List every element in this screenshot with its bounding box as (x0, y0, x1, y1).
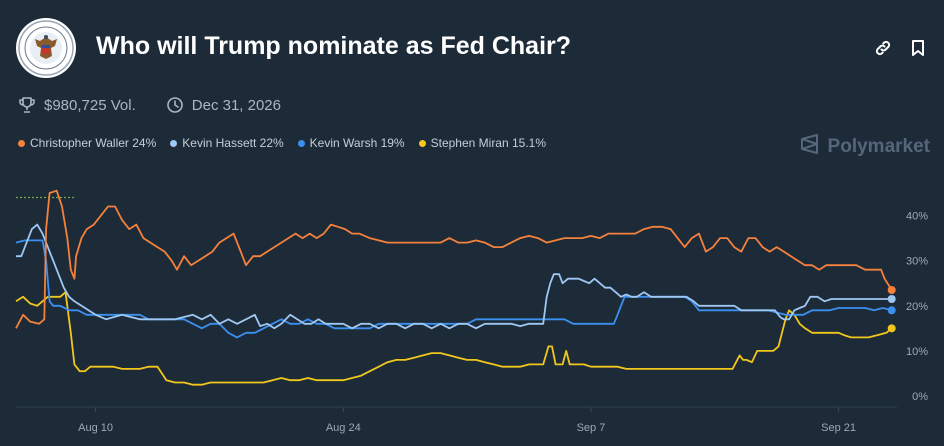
legend-color-dot (170, 139, 178, 147)
legend-item: Christopher Waller 24% (18, 136, 156, 150)
market-header: Who will Trump nominate as Fed Chair? (16, 18, 928, 80)
y-tick-label: 20% (906, 301, 928, 313)
y-tick-label: 10% (906, 346, 928, 358)
series-line (15, 291, 893, 386)
volume-text: $980,725 Vol. (44, 96, 136, 114)
x-tick-label: Sep 7 (577, 422, 606, 434)
x-tick-label: Sep 21 (821, 422, 856, 434)
legend-color-dot (297, 139, 305, 147)
end-date-text: Dec 31, 2026 (191, 96, 281, 114)
series-end-point (887, 295, 896, 304)
series-end-point (887, 285, 896, 294)
polymarket-brand: Polymarket (799, 133, 930, 161)
series-line (16, 223, 892, 330)
series-line (15, 239, 892, 339)
polymarket-logo-icon (799, 133, 821, 161)
series-end-point (887, 324, 896, 333)
x-tick-label: Aug 24 (326, 422, 361, 434)
x-tick-label: Aug 10 (78, 422, 113, 434)
y-tick-label: 30% (906, 256, 928, 268)
legend-color-dot (18, 139, 25, 147)
y-tick-label: 40% (906, 211, 928, 223)
clock-icon (166, 96, 184, 114)
federal-reserve-seal-icon (16, 18, 76, 78)
legend-item: Kevin Warsh 19% (297, 136, 405, 150)
legend-label: Christopher Waller 24% (30, 136, 157, 150)
series-line (15, 189, 893, 329)
market-meta: $980,725 Vol. Dec 31, 2026 (18, 94, 281, 116)
y-tick-label: 0% (912, 391, 928, 403)
series-end-point (887, 306, 896, 315)
legend-item: Kevin Hassett 22% (170, 136, 284, 150)
brand-name: Polymarket (827, 136, 930, 157)
trophy-icon (18, 96, 36, 114)
legend-label: Kevin Hassett 22% (182, 136, 284, 150)
legend-color-dot (418, 139, 426, 147)
legend-label: Kevin Warsh 19% (309, 136, 405, 150)
market-title: Who will Trump nominate as Fed Chair? (96, 32, 572, 60)
bookmark-icon[interactable] (908, 38, 928, 58)
chart-legend: Christopher Waller 24% Kevin Hassett 22% K… (18, 136, 546, 150)
legend-label: Stephen Miran 15.1% (430, 136, 547, 150)
link-icon[interactable] (873, 38, 893, 58)
legend-item: Stephen Miran 15.1% (418, 136, 547, 150)
